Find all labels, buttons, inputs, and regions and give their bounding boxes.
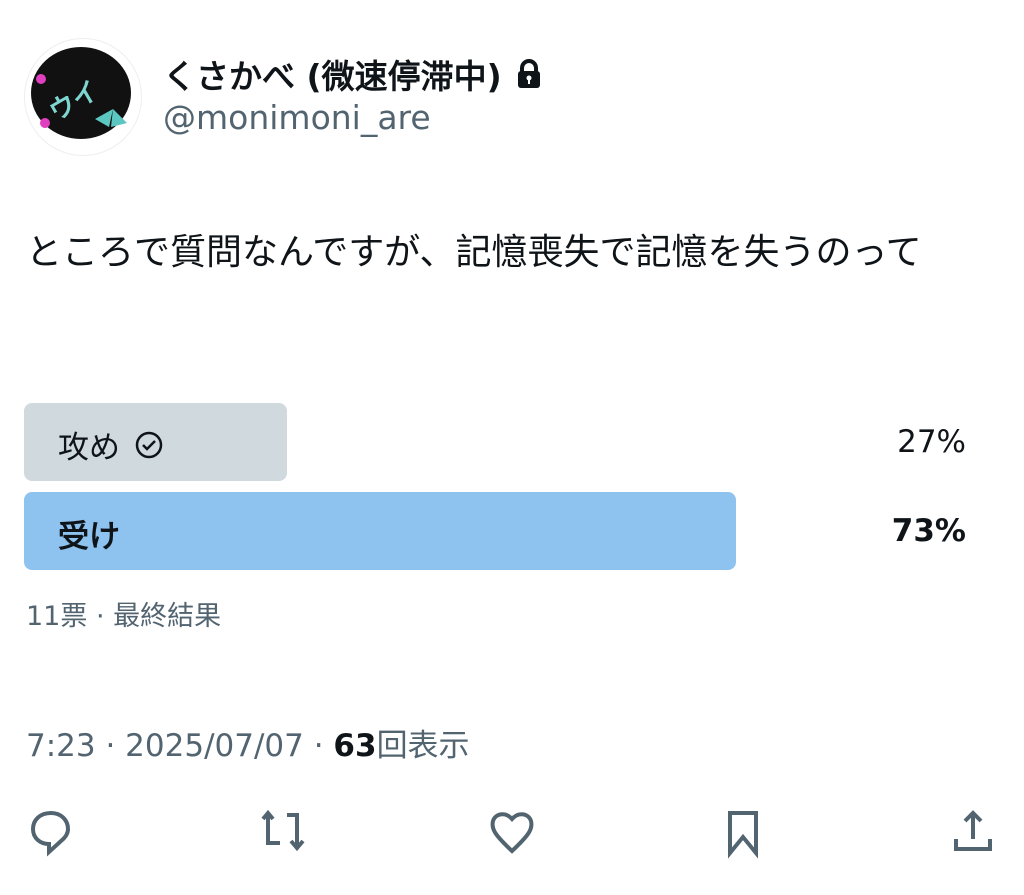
bookmark-icon[interactable] — [716, 805, 770, 859]
poll-option-label: 攻め — [58, 422, 164, 467]
poll-option-bar — [24, 492, 736, 570]
check-circle-icon — [135, 431, 163, 458]
retweet-icon[interactable] — [253, 805, 307, 859]
reply-icon[interactable] — [24, 805, 78, 859]
display-name[interactable]: くさかべ (微速停滞中) — [163, 50, 542, 98]
poll-option-label: 受け — [58, 511, 120, 556]
share-icon[interactable] — [946, 805, 1000, 859]
display-name-text: くさかべ (微速停滞中) — [163, 57, 502, 96]
views-label: 回表示 — [376, 728, 470, 764]
tweet-timestamp[interactable]: 7:23 · 2025/07/07 · 63回表示 — [26, 720, 470, 765]
poll-option-percent: 27% — [897, 424, 966, 460]
timestamp-text: 7:23 · 2025/07/07 · — [26, 728, 334, 764]
lock-icon — [517, 59, 540, 88]
poll-option-text: 受け — [58, 519, 120, 555]
tweet-text: ところで質問なんですが、記憶喪失で記憶を失うのって — [26, 232, 922, 273]
like-icon[interactable] — [485, 805, 539, 859]
poll-option-text: 攻め — [58, 430, 120, 466]
avatar[interactable]: ウイ — [24, 38, 142, 156]
poll-summary: 11票 · 最終結果 — [26, 601, 222, 632]
poll-option-bar — [24, 403, 288, 481]
view-count: 63 — [333, 728, 377, 764]
poll-option-percent: 73% — [891, 513, 966, 549]
avatar-image: ウイ — [31, 47, 131, 139]
action-bar — [0, 805, 1024, 859]
handle[interactable]: @monimoni_are — [163, 98, 431, 137]
